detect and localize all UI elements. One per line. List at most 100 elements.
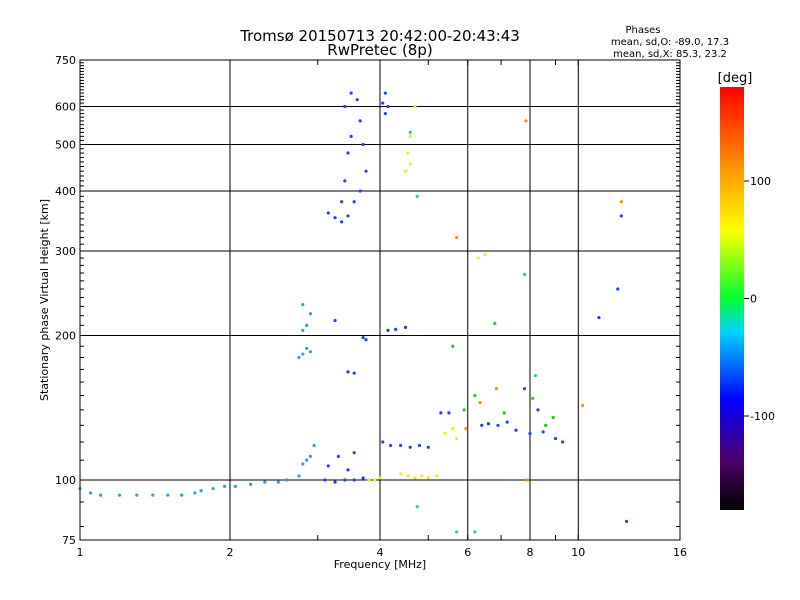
data-point xyxy=(199,489,203,493)
data-point xyxy=(406,151,410,155)
data-point xyxy=(361,476,365,480)
data-point xyxy=(541,430,545,434)
data-point xyxy=(408,162,412,166)
data-point xyxy=(493,321,497,325)
data-point xyxy=(211,486,215,491)
data-point xyxy=(388,443,393,448)
phase-legend-line-x: mean, sd,X: 85.3, 23.2 xyxy=(613,49,727,60)
data-point xyxy=(383,111,387,116)
data-point xyxy=(413,104,417,109)
colorbar-tick-label: 100 xyxy=(750,175,771,188)
data-point xyxy=(560,440,565,444)
data-point xyxy=(426,445,430,449)
data-point xyxy=(443,431,447,436)
data-point xyxy=(358,189,362,193)
data-point xyxy=(151,493,155,497)
data-point xyxy=(263,480,267,484)
data-point xyxy=(276,480,280,484)
data-point xyxy=(386,104,390,109)
plot-area: 1 2 4 6 8 10 16 75 100 200 300 400 500 600 750 xyxy=(55,54,687,559)
y-tick-label: 400 xyxy=(55,185,76,198)
data-point xyxy=(505,420,509,424)
data-point xyxy=(372,478,377,482)
data-point xyxy=(343,478,347,482)
data-point xyxy=(364,338,368,342)
data-point xyxy=(533,374,537,378)
x-tick-label: 1 xyxy=(77,546,84,559)
colorbar-label: [deg] xyxy=(718,71,753,86)
data-point xyxy=(408,445,412,449)
data-point xyxy=(522,272,527,277)
data-point xyxy=(473,393,477,398)
data-point xyxy=(551,415,555,420)
data-point xyxy=(352,478,356,482)
data-point xyxy=(180,493,184,497)
data-point xyxy=(249,482,253,486)
x-tick-label: 6 xyxy=(464,546,471,559)
data-point xyxy=(352,451,356,455)
data-point xyxy=(624,519,629,523)
y-tick-label: 300 xyxy=(55,245,76,258)
data-point xyxy=(301,302,305,307)
data-point xyxy=(340,200,344,204)
x-tick-label: 16 xyxy=(673,546,687,559)
data-point xyxy=(439,411,443,415)
data-point xyxy=(297,474,301,478)
data-point xyxy=(399,443,403,448)
data-point xyxy=(135,493,139,497)
data-point xyxy=(473,530,477,534)
data-point xyxy=(308,350,313,354)
data-point xyxy=(478,400,482,405)
y-tick-label: 600 xyxy=(55,101,76,114)
data-point xyxy=(340,220,344,224)
data-point xyxy=(99,493,103,497)
data-point xyxy=(193,491,197,495)
data-point xyxy=(525,478,529,482)
data-point xyxy=(285,478,289,482)
data-point xyxy=(308,312,313,316)
x-axis-label: Frequency [MHz] xyxy=(334,558,426,571)
data-point xyxy=(544,423,548,427)
data-point xyxy=(619,200,623,204)
data-point xyxy=(522,387,527,391)
colorbar-ticks: 100 0 -100 xyxy=(744,175,775,423)
data-point xyxy=(447,411,451,415)
data-point xyxy=(326,211,330,215)
data-point xyxy=(343,179,347,183)
data-point xyxy=(514,428,518,432)
data-point xyxy=(166,493,170,497)
x-tick-label: 8 xyxy=(527,546,534,559)
data-point xyxy=(305,323,309,327)
data-point xyxy=(323,478,327,482)
data-point xyxy=(455,235,459,240)
data-point xyxy=(352,200,356,204)
phase-legend-title: Phases xyxy=(625,25,660,36)
data-point xyxy=(415,194,419,198)
data-point xyxy=(403,325,408,329)
data-point xyxy=(408,134,412,138)
data-point xyxy=(502,411,506,415)
data-point xyxy=(301,352,305,356)
phase-legend-line-o: mean, sd,O: -89.0, 17.3 xyxy=(611,37,729,48)
x-tick-label: 2 xyxy=(227,546,234,559)
x-tick-label: 4 xyxy=(377,546,384,559)
data-point xyxy=(420,474,424,478)
data-point xyxy=(435,474,439,478)
y-tick-label: 750 xyxy=(55,54,76,67)
data-point xyxy=(117,493,122,497)
colorbar-tick-label: -100 xyxy=(750,410,775,423)
data-point xyxy=(480,423,484,427)
y-tick-label: 500 xyxy=(55,139,76,152)
data-point xyxy=(417,443,422,448)
data-point xyxy=(333,318,337,323)
data-point xyxy=(301,328,305,332)
data-point xyxy=(455,530,459,534)
data-point xyxy=(233,484,237,488)
data-point xyxy=(326,464,330,468)
data-point xyxy=(394,327,398,331)
data-point xyxy=(476,256,480,260)
phase-colorbar xyxy=(720,87,744,510)
data-point xyxy=(349,91,353,95)
data-point xyxy=(305,458,309,462)
